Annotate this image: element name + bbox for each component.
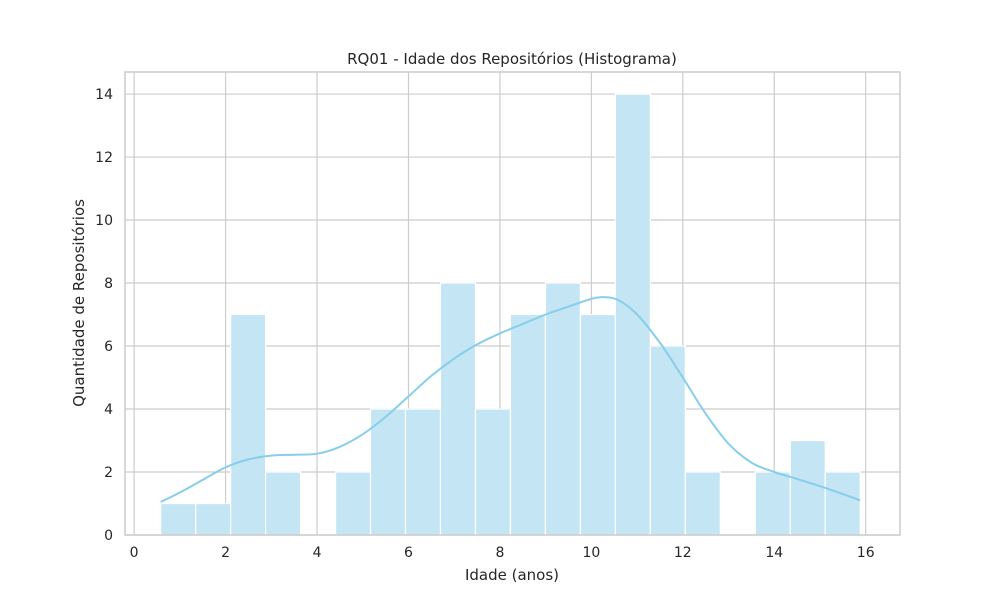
histogram-bar [474, 408, 512, 536]
x-tick-label: 2 [221, 545, 230, 561]
histogram-bar [544, 282, 581, 536]
histogram-bar [789, 439, 826, 536]
histogram-bar [195, 502, 232, 536]
x-tick-label: 8 [495, 545, 504, 561]
x-tick-label: 14 [765, 545, 783, 561]
y-tick-label: 2 [104, 465, 113, 481]
ticks-layer: 0 2 4 6 8 10 12 14 16 0 2 4 6 8 10 12 14 [95, 87, 875, 561]
x-tick-label: 16 [857, 545, 875, 561]
chart-title: RQ01 - Idade dos Repositórios (Histogram… [347, 50, 677, 68]
histogram-bar [684, 471, 721, 536]
histogram-bar [404, 408, 442, 536]
y-axis-label: Quantidade de Repositórios [70, 199, 88, 407]
histogram-bar [509, 313, 547, 536]
x-axis-label: Idade (anos) [465, 566, 559, 584]
x-tick-label: 6 [404, 545, 413, 561]
y-tick-label: 6 [104, 339, 113, 355]
kde-layer [160, 296, 861, 503]
y-tick-label: 12 [95, 150, 113, 166]
histogram-bar [649, 345, 686, 536]
x-tick-label: 0 [130, 545, 139, 561]
histogram-bar [579, 313, 616, 536]
histogram-bar [369, 408, 407, 536]
histogram-bar [334, 471, 372, 536]
x-tick-label: 4 [313, 545, 322, 561]
x-tick-label: 12 [674, 545, 692, 561]
histogram-bar [824, 471, 861, 536]
y-tick-label: 14 [95, 87, 113, 103]
histogram-bar [264, 471, 302, 536]
y-tick-label: 8 [104, 276, 113, 292]
plot-frame [124, 71, 901, 536]
y-tick-label: 10 [95, 213, 113, 229]
y-tick-label: 0 [104, 528, 113, 544]
bars-layer [160, 93, 861, 536]
histogram-bar [614, 93, 651, 536]
histogram-bar [160, 502, 197, 536]
histogram-bar [439, 282, 477, 536]
x-tick-label: 10 [582, 545, 600, 561]
histogram-bar [754, 471, 791, 536]
y-tick-label: 4 [104, 402, 113, 418]
histogram-bar [230, 313, 267, 536]
kde-curve [160, 296, 861, 503]
